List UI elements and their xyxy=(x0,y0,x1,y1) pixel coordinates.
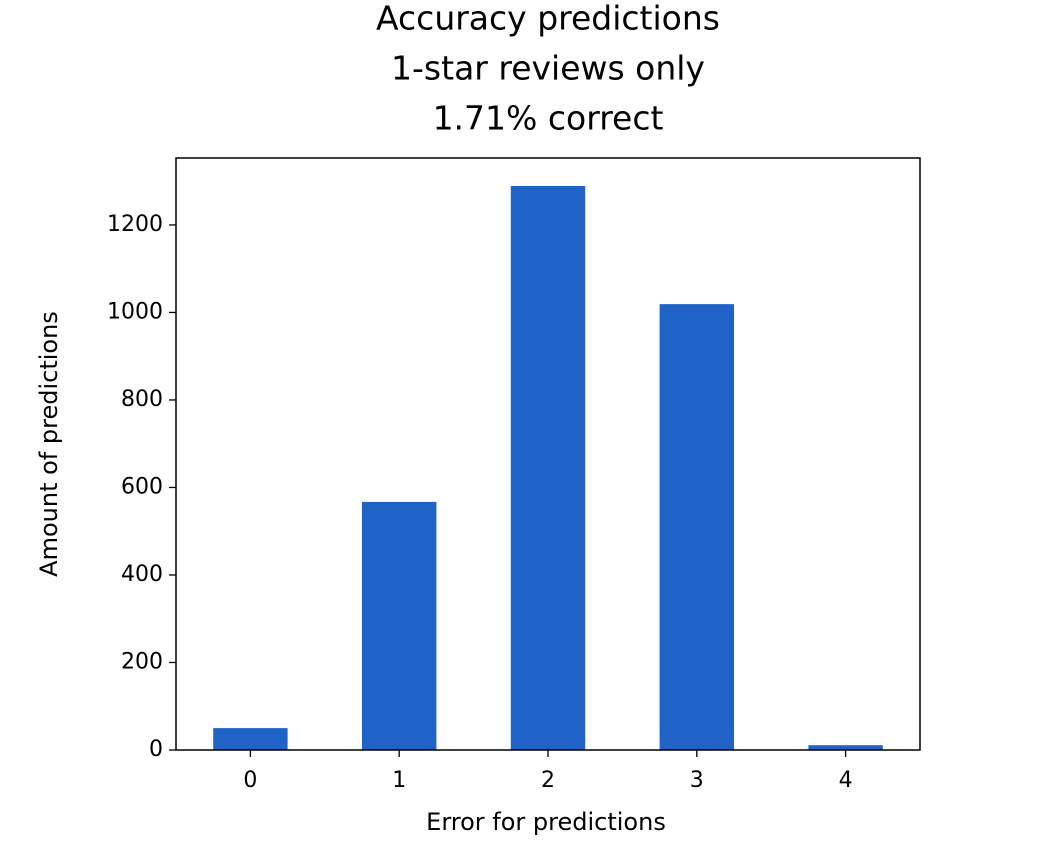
y-tick-label: 800 xyxy=(121,387,163,412)
plot-frame xyxy=(175,157,921,751)
y-tick-label: 400 xyxy=(121,562,163,587)
x-tick-label: 2 xyxy=(541,768,555,793)
x-tick-label: 1 xyxy=(392,768,406,793)
bar xyxy=(659,304,734,750)
y-tick-label: 200 xyxy=(121,649,163,674)
bar xyxy=(808,745,883,750)
chart-title: Accuracy predictions xyxy=(376,0,720,38)
bar xyxy=(362,501,437,750)
y-tick-label: 1000 xyxy=(107,299,163,324)
chart-title: 1.71% correct xyxy=(433,99,664,138)
y-tick-label: 600 xyxy=(121,474,163,499)
bar xyxy=(213,728,288,750)
y-tick-label: 1200 xyxy=(107,212,163,237)
x-tick-label: 4 xyxy=(839,768,853,793)
x-tick-label: 0 xyxy=(243,768,257,793)
y-axis-label: Amount of predictions xyxy=(35,311,63,577)
y-tick-label: 0 xyxy=(149,737,163,762)
bar xyxy=(510,186,586,751)
x-tick-label: 3 xyxy=(690,768,704,793)
x-axis-label: Error for predictions xyxy=(426,808,666,836)
chart-title: 1-star reviews only xyxy=(391,49,705,88)
